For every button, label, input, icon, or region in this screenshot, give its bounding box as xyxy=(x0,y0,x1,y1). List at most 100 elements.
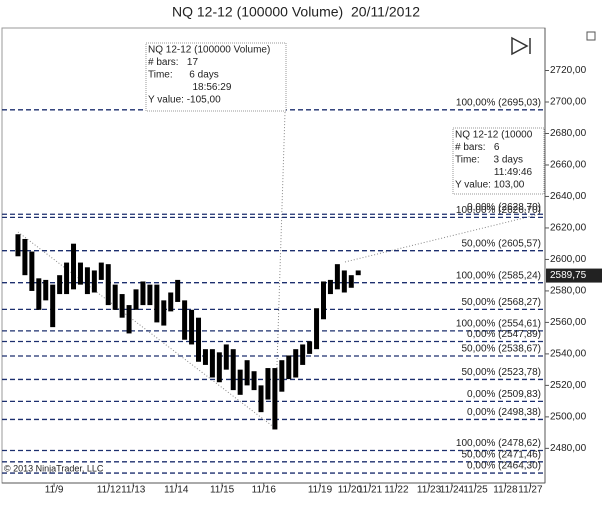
copyright: © 2013 NinjaTrader, LLC xyxy=(4,463,104,473)
x-tick-label: 11/23 xyxy=(417,485,442,496)
y-tick-label: 2540,00 xyxy=(550,349,587,360)
bar xyxy=(244,360,250,386)
bar xyxy=(223,344,229,370)
y-tick-label: 2700,00 xyxy=(550,97,587,108)
y-tick-label: 2680,00 xyxy=(550,128,587,139)
bar xyxy=(293,349,299,378)
x-tick-label: 11/28 xyxy=(493,485,518,496)
bar xyxy=(202,349,208,365)
play-icon[interactable] xyxy=(511,36,531,56)
bar xyxy=(320,281,326,320)
bar xyxy=(189,309,195,345)
bar xyxy=(43,279,49,301)
chart-title: NQ 12-12 (100000 Volume) 20/11/2012 xyxy=(172,4,420,20)
bar xyxy=(15,234,21,257)
bar xyxy=(348,275,354,288)
x-tick-label: 11/16 xyxy=(252,485,277,496)
last-price-label: 2589,75 xyxy=(550,270,587,281)
y-tick-label: 2480,00 xyxy=(550,443,587,454)
level-label: 50,00% (2568,27) xyxy=(461,297,541,308)
bar xyxy=(133,289,139,310)
bar xyxy=(341,270,347,293)
tooltip-line: NQ 12-12 (10000 xyxy=(455,130,533,141)
bar xyxy=(77,262,83,285)
level-label: 100,00% (2478,62) xyxy=(456,438,541,449)
level-label: 0,00% (2547,89) xyxy=(467,329,541,340)
window-button[interactable] xyxy=(586,31,596,41)
level-label: 0,00% (2628,70) xyxy=(467,202,541,213)
x-tick-label: 11/14 xyxy=(164,485,189,496)
tooltip-box xyxy=(452,127,545,195)
x-tick-label: 11/25 xyxy=(463,485,488,496)
tooltip-line: Time: 6 days xyxy=(148,70,219,81)
bar xyxy=(265,368,271,400)
y-tick-label: 2600,00 xyxy=(550,254,587,265)
tooltip-line: # bars: 17 xyxy=(148,57,198,68)
bar xyxy=(355,270,361,276)
level-label: 100,00% (2626,70) xyxy=(456,205,541,216)
bar xyxy=(314,308,320,350)
bar xyxy=(91,270,97,293)
x-tick-label: 11/9 xyxy=(45,485,64,496)
bar xyxy=(154,284,160,323)
bar xyxy=(237,369,243,395)
level-label: 50,00% (2471,46) xyxy=(461,449,541,460)
bar xyxy=(50,284,56,328)
bar xyxy=(258,385,264,413)
tooltip-line: 18:56:29 xyxy=(148,82,232,93)
bar xyxy=(216,352,222,383)
bar xyxy=(57,275,63,295)
bar xyxy=(182,300,188,340)
tooltip-line: NQ 12-12 (100000 Volume) xyxy=(148,45,270,56)
y-tick-label: 2720,00 xyxy=(550,65,587,76)
last-price-box xyxy=(546,268,602,283)
bar xyxy=(286,355,292,380)
y-tick-label: 2500,00 xyxy=(550,412,587,423)
bar xyxy=(105,264,111,306)
bar xyxy=(36,278,42,310)
y-tick-label: 2520,00 xyxy=(550,380,587,391)
x-tick-label: 11/20 xyxy=(338,485,363,496)
y-tick-label: 2640,00 xyxy=(550,191,587,202)
y-tick-label: 2660,00 xyxy=(550,160,587,171)
play-button[interactable] xyxy=(511,36,531,56)
bar xyxy=(209,349,215,378)
bar xyxy=(64,262,70,295)
x-tick-label: 11/21 xyxy=(358,485,383,496)
level-label: 0,00% (2498,38) xyxy=(467,407,541,418)
bar xyxy=(119,294,125,318)
tooltip-line: Time: 3 days xyxy=(455,155,523,166)
bar xyxy=(29,251,35,291)
x-tick-label: 11/22 xyxy=(384,485,409,496)
bar xyxy=(168,292,174,312)
bar xyxy=(175,279,181,302)
y-tick-label: 2580,00 xyxy=(550,286,587,297)
bar xyxy=(161,300,167,326)
level-label: 50,00% (2605,57) xyxy=(461,238,541,249)
x-tick-label: 11/12 xyxy=(97,485,122,496)
bar xyxy=(147,284,153,306)
bar xyxy=(272,368,278,430)
bar xyxy=(327,279,333,295)
info-tooltip: NQ 12-12 (100000 Volume)# bars: 17 Time: … xyxy=(145,42,287,112)
bar xyxy=(98,262,104,280)
bar xyxy=(126,305,132,334)
tooltip-line: 11:49:46 xyxy=(455,167,533,178)
bar xyxy=(84,267,90,295)
bar xyxy=(334,264,340,290)
tooltip-line: Y value: 103,00 xyxy=(455,180,525,191)
bar xyxy=(230,349,236,391)
measure-line xyxy=(344,213,541,263)
y-tick-label: 2560,00 xyxy=(550,317,587,328)
bar xyxy=(112,284,118,310)
x-tick-label: 11/15 xyxy=(210,485,235,496)
bar xyxy=(279,360,285,392)
x-tick-label: 11/27 xyxy=(518,485,543,496)
bar xyxy=(71,243,77,290)
tooltip-line: # bars: 6 xyxy=(455,142,500,153)
bar xyxy=(196,317,202,362)
x-tick-label: 11/13 xyxy=(121,485,146,496)
level-label: 50,00% (2538,67) xyxy=(461,344,541,355)
